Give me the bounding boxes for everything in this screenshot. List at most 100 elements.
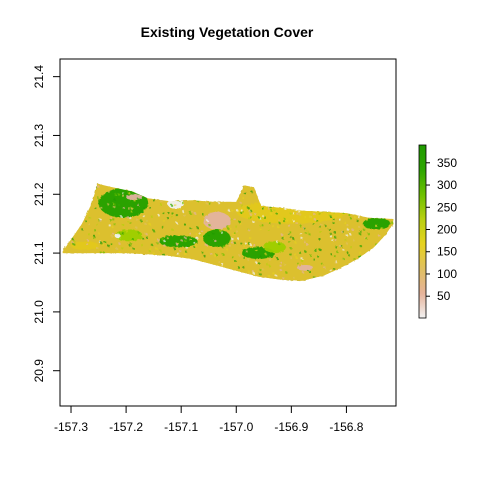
raster-cell — [259, 195, 262, 198]
raster-cell — [377, 193, 380, 196]
raster-cell — [306, 243, 309, 246]
raster-cell — [71, 241, 74, 244]
raster-cell — [348, 209, 351, 211]
raster-cell — [166, 217, 169, 220]
raster-cell — [375, 244, 378, 246]
raster-cell — [179, 249, 181, 252]
raster-cell — [366, 286, 368, 288]
raster-cell — [277, 243, 280, 246]
raster-cell — [66, 265, 68, 268]
raster-cell — [244, 192, 246, 195]
raster-cell — [259, 255, 262, 258]
raster-cell — [141, 244, 144, 247]
raster-cell — [122, 232, 125, 235]
raster-cell — [130, 207, 133, 210]
raster-cell — [383, 210, 386, 213]
raster-cell — [358, 206, 361, 209]
raster-cell — [269, 188, 272, 190]
raster-cell — [224, 288, 226, 290]
raster-cell — [100, 265, 103, 268]
raster-cell — [238, 183, 241, 186]
raster-cell — [152, 229, 155, 232]
raster-cell — [251, 270, 254, 273]
raster-cell — [229, 287, 231, 289]
raster-cell — [295, 205, 298, 208]
raster-cell — [344, 238, 347, 241]
raster-cell — [89, 256, 92, 259]
raster-cell — [175, 189, 178, 192]
raster-cell — [157, 214, 160, 217]
raster-cell — [157, 262, 160, 265]
raster-cell — [125, 230, 128, 233]
raster-cell — [210, 253, 213, 255]
raster-cell — [367, 277, 370, 280]
raster-cell — [170, 196, 172, 198]
raster-cell — [137, 231, 140, 234]
raster-cell — [356, 192, 359, 195]
raster-cell — [230, 183, 233, 185]
raster-cell — [357, 285, 359, 287]
raster-cell — [359, 202, 361, 205]
raster-cell — [128, 285, 130, 287]
raster-cell — [155, 247, 158, 250]
raster-cell — [350, 246, 353, 249]
raster-cell — [331, 187, 334, 190]
raster-cell — [94, 207, 97, 210]
raster-cell — [248, 242, 251, 245]
raster-cell — [304, 231, 307, 234]
raster-cell — [372, 271, 375, 274]
raster-cell — [213, 239, 216, 242]
colorbar-tick-label: 100 — [437, 267, 457, 281]
colorbar-tick-label: 250 — [437, 200, 457, 214]
region-grass — [236, 200, 347, 224]
raster-cell — [92, 236, 95, 239]
raster-cell — [129, 222, 132, 225]
raster-cell — [330, 253, 333, 256]
raster-cell — [141, 193, 144, 196]
raster-cell — [153, 199, 155, 202]
raster-cell — [133, 284, 135, 286]
raster-cell — [160, 199, 162, 202]
raster-cell — [249, 184, 252, 187]
raster-cell — [329, 235, 332, 238]
raster-cell — [163, 240, 166, 243]
raster-cell — [63, 179, 65, 181]
raster-cell — [150, 215, 153, 218]
raster-cell — [239, 211, 242, 214]
raster-cell — [242, 265, 245, 268]
raster-cell — [362, 267, 365, 270]
raster-cell — [368, 206, 371, 209]
raster-cell — [289, 236, 292, 239]
raster-cell — [227, 227, 229, 230]
raster-cell — [359, 213, 361, 216]
raster-cell — [203, 266, 206, 269]
raster-cell — [329, 189, 332, 192]
raster-cell — [257, 193, 260, 196]
raster-cell — [113, 202, 116, 205]
raster-cell — [366, 273, 369, 276]
raster-cell — [249, 212, 252, 215]
raster-cell — [113, 223, 116, 226]
raster-cell — [364, 236, 367, 239]
raster-cell — [209, 270, 212, 273]
raster-cell — [391, 221, 394, 224]
raster-cell — [349, 186, 352, 189]
raster-cell — [189, 232, 191, 235]
raster-cell — [291, 188, 294, 191]
raster-cell — [64, 225, 67, 228]
raster-cell — [163, 275, 166, 278]
raster-cell — [298, 213, 301, 216]
raster-cell — [272, 199, 274, 202]
raster-cell — [344, 222, 347, 225]
raster-cell — [94, 229, 97, 232]
raster-cell — [255, 261, 258, 264]
raster-cell — [340, 245, 343, 248]
raster-cell — [101, 264, 103, 267]
raster-cell — [289, 253, 292, 256]
raster-cell — [90, 286, 92, 288]
raster-cell — [359, 230, 362, 233]
raster-cell — [228, 196, 231, 199]
raster-cell — [110, 243, 112, 246]
raster-cell — [268, 205, 271, 208]
raster-cell — [267, 207, 270, 210]
